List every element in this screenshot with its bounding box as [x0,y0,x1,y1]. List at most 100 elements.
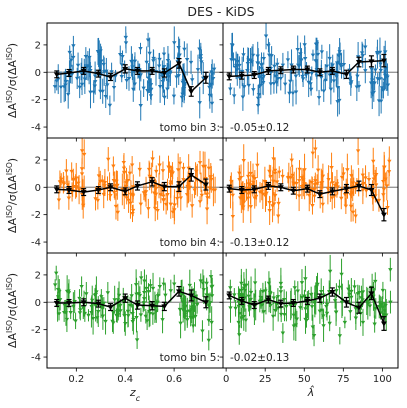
data-point [168,289,174,293]
data-point [108,193,113,198]
data-point [182,47,187,52]
tomo-bin-result: -0.05±0.12 [230,122,289,134]
data-point [310,188,315,192]
binned-point [149,68,156,74]
data-point [194,302,200,307]
tomo-bin-result: -0.02±0.13 [230,352,289,364]
data-point [278,281,284,286]
data-point [105,291,111,295]
data-point [168,71,173,76]
data-point [155,294,161,298]
data-point [230,43,235,48]
data-point [55,288,61,292]
data-point [378,301,383,305]
data-point [191,305,196,309]
y-axis-label-part: /σ(ΔA [6,175,19,205]
data-point [316,96,322,100]
data-point [206,318,212,323]
data-point [166,75,171,79]
data-point [250,53,256,58]
binned-point [290,67,297,73]
data-point [166,165,171,170]
binned-point [316,70,323,76]
data-point [136,292,141,296]
data-point [185,185,191,190]
data-point [259,66,264,71]
data-point [248,171,253,176]
data-point [353,316,359,321]
data-point [138,47,143,51]
x-tick-label: 50 [298,374,311,385]
data-point [141,191,147,195]
y-axis-label-part: /σ(ΔA [6,60,19,90]
data-point [161,194,166,199]
data-point [202,164,208,169]
data-point [207,186,212,191]
binned-point [66,300,72,306]
data-point [52,283,58,288]
data-point [246,294,251,299]
data-point [233,306,238,311]
data-point [175,197,180,201]
y-axis-label-part: /σ(ΔA [6,290,19,320]
data-point [114,183,120,188]
data-point [106,157,111,162]
data-point [191,324,196,329]
chart-axis-labels: tomo bin 3: -0.05±0.12ΔAISO/σ(ΔAISO)tomo … [5,43,315,403]
data-point [179,95,185,100]
data-point [176,45,181,50]
data-point [229,179,234,184]
binned-point [176,184,182,190]
data-point [291,181,297,186]
tomo-bin-label: tomo bin 4: [160,237,220,249]
data-point [110,319,115,324]
data-point [285,58,291,63]
data-point [65,183,70,188]
data-point [360,320,366,325]
y-axis-label: ΔAISO/σ(ΔAISO) [5,158,20,233]
data-point [237,333,242,337]
data-point [363,69,368,73]
data-point [306,80,311,85]
binned-point [161,184,168,190]
data-point [313,147,318,152]
data-point [313,59,319,64]
y-tick-label: -4 [31,238,41,249]
data-point [271,296,277,301]
data-point [252,196,257,201]
data-point [190,78,195,82]
data-point [90,316,96,321]
data-point [92,74,98,79]
data-point [339,272,344,277]
panel-plot-area [223,138,398,232]
data-point [139,276,144,281]
binned-point [343,300,350,306]
binned-point [238,73,245,79]
data-point [89,305,94,309]
data-point [302,43,307,47]
data-point [197,47,202,52]
data-point [299,295,305,300]
data-point [147,51,152,56]
data-point [352,285,357,290]
data-point [91,90,96,95]
data-point [95,198,101,203]
data-point [381,187,387,192]
binned-point [66,188,72,194]
data-point [204,207,210,212]
y-axis-label-part: ΔA [6,218,19,234]
data-point [163,202,169,207]
data-point [308,87,314,92]
data-point [296,194,302,199]
data-point [115,210,121,215]
binned-point [277,301,284,307]
x-tick-label: 0.2 [68,374,84,385]
data-point [237,177,242,182]
data-point [71,55,76,60]
data-point [308,82,313,86]
binned-point [304,186,311,192]
data-point [157,57,162,62]
data-point [273,193,278,198]
data-point [346,287,351,292]
data-point [339,300,345,305]
